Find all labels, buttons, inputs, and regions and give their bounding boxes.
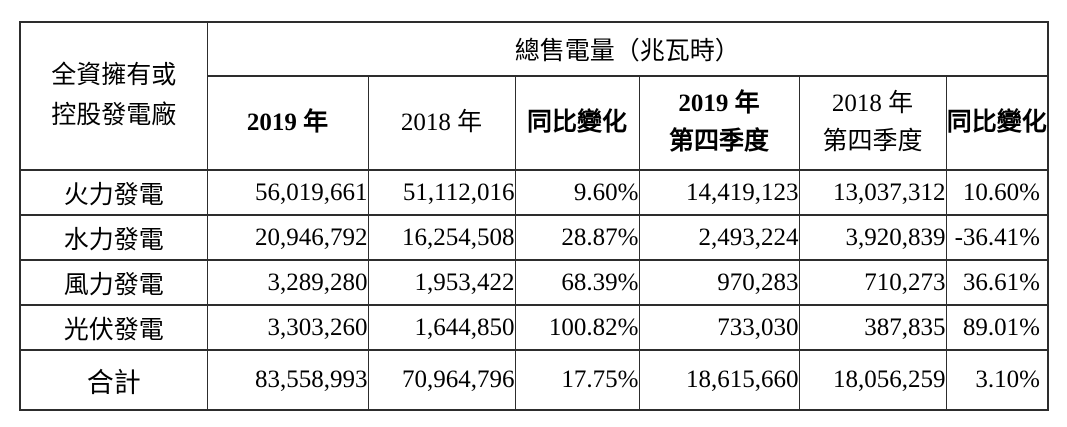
cell-2018: 70,964,796	[367, 349, 516, 411]
cell-2019: 3,303,260	[206, 304, 369, 351]
cell-q4-yoy: -36.41%	[945, 214, 1049, 261]
column-header-yoy-change: 同比變化	[514, 75, 640, 171]
cell-2019: 83,558,993	[206, 349, 369, 411]
column-header-2018: 2018 年	[367, 75, 516, 171]
cell-2018: 1,644,850	[367, 304, 516, 351]
cell-2018-q4: 18,056,259	[798, 349, 947, 411]
row-label: 水力發電	[19, 214, 208, 261]
column-header-2019-q4-line1: 2019 年	[678, 90, 760, 117]
cell-2019-q4: 2,493,224	[638, 214, 800, 261]
cell-2018-q4: 3,920,839	[798, 214, 947, 261]
cell-2019-q4: 733,030	[638, 304, 800, 351]
cell-yoy: 9.60%	[514, 169, 640, 216]
cell-yoy: 28.87%	[514, 214, 640, 261]
cell-2018-q4: 710,273	[798, 259, 947, 306]
column-header-2019-q4-line2: 第四季度	[668, 128, 769, 155]
cell-2018: 16,254,508	[367, 214, 516, 261]
cell-2018: 1,953,422	[367, 259, 516, 306]
corner-header-line1: 全資擁有或	[51, 62, 177, 89]
row-label: 光伏發電	[19, 304, 208, 351]
table-row-wind: 風力發電 3,289,280 1,953,422 68.39% 970,283 …	[19, 259, 1049, 306]
row-label: 火力發電	[19, 169, 208, 216]
column-header-2019: 2019 年	[206, 75, 369, 171]
header-row-group: 全資擁有或 控股發電廠 總售電量（兆瓦時）	[19, 21, 1049, 171]
electricity-sales-table: 全資擁有或 控股發電廠 總售電量（兆瓦時） 2019 年 2018 年 同比變化…	[19, 21, 1049, 411]
cell-2018-q4: 387,835	[798, 304, 947, 351]
corner-header-line2: 控股發電廠	[51, 102, 177, 129]
corner-header-plant-type: 全資擁有或 控股發電廠	[19, 21, 208, 171]
cell-q4-yoy: 36.61%	[945, 259, 1049, 306]
column-header-2018-q4-line1: 2018 年	[831, 90, 914, 117]
table-row-solar: 光伏發電 3,303,260 1,644,850 100.82% 733,030…	[19, 304, 1049, 351]
header-row-columns: 2019 年 2018 年 同比變化 2019 年 第四季度 2018 年 第四…	[20, 75, 1049, 171]
table-row-hydro: 水力發電 20,946,792 16,254,508 28.87% 2,493,…	[19, 214, 1049, 261]
column-header-q4-yoy-change: 同比變化	[945, 75, 1049, 171]
cell-2019: 56,019,661	[206, 169, 369, 216]
cell-2019-q4: 14,419,123	[638, 169, 800, 216]
cell-2019: 20,946,792	[206, 214, 369, 261]
cell-yoy: 100.82%	[514, 304, 640, 351]
cell-2019-q4: 970,283	[638, 259, 800, 306]
cell-2019: 3,289,280	[206, 259, 369, 306]
table-row-total: 合計 83,558,993 70,964,796 17.75% 18,615,6…	[19, 349, 1049, 411]
total-label: 合計	[19, 349, 208, 411]
cell-2018-q4: 13,037,312	[798, 169, 947, 216]
cell-q4-yoy: 3.10%	[945, 349, 1049, 411]
cell-yoy: 68.39%	[514, 259, 640, 306]
table-row-thermal: 火力發電 56,019,661 51,112,016 9.60% 14,419,…	[19, 169, 1049, 216]
cell-q4-yoy: 10.60%	[945, 169, 1049, 216]
column-header-2018-q4: 2018 年 第四季度	[798, 75, 947, 171]
row-label: 風力發電	[19, 259, 208, 306]
group-header-total-sales: 總售電量（兆瓦時）	[206, 21, 1049, 77]
cell-q4-yoy: 89.01%	[945, 304, 1049, 351]
cell-2019-q4: 18,615,660	[638, 349, 800, 411]
cell-2018: 51,112,016	[367, 169, 516, 216]
cell-yoy: 17.75%	[514, 349, 640, 411]
column-header-2018-q4-line2: 第四季度	[822, 128, 923, 155]
column-header-2019-q4: 2019 年 第四季度	[638, 75, 800, 171]
